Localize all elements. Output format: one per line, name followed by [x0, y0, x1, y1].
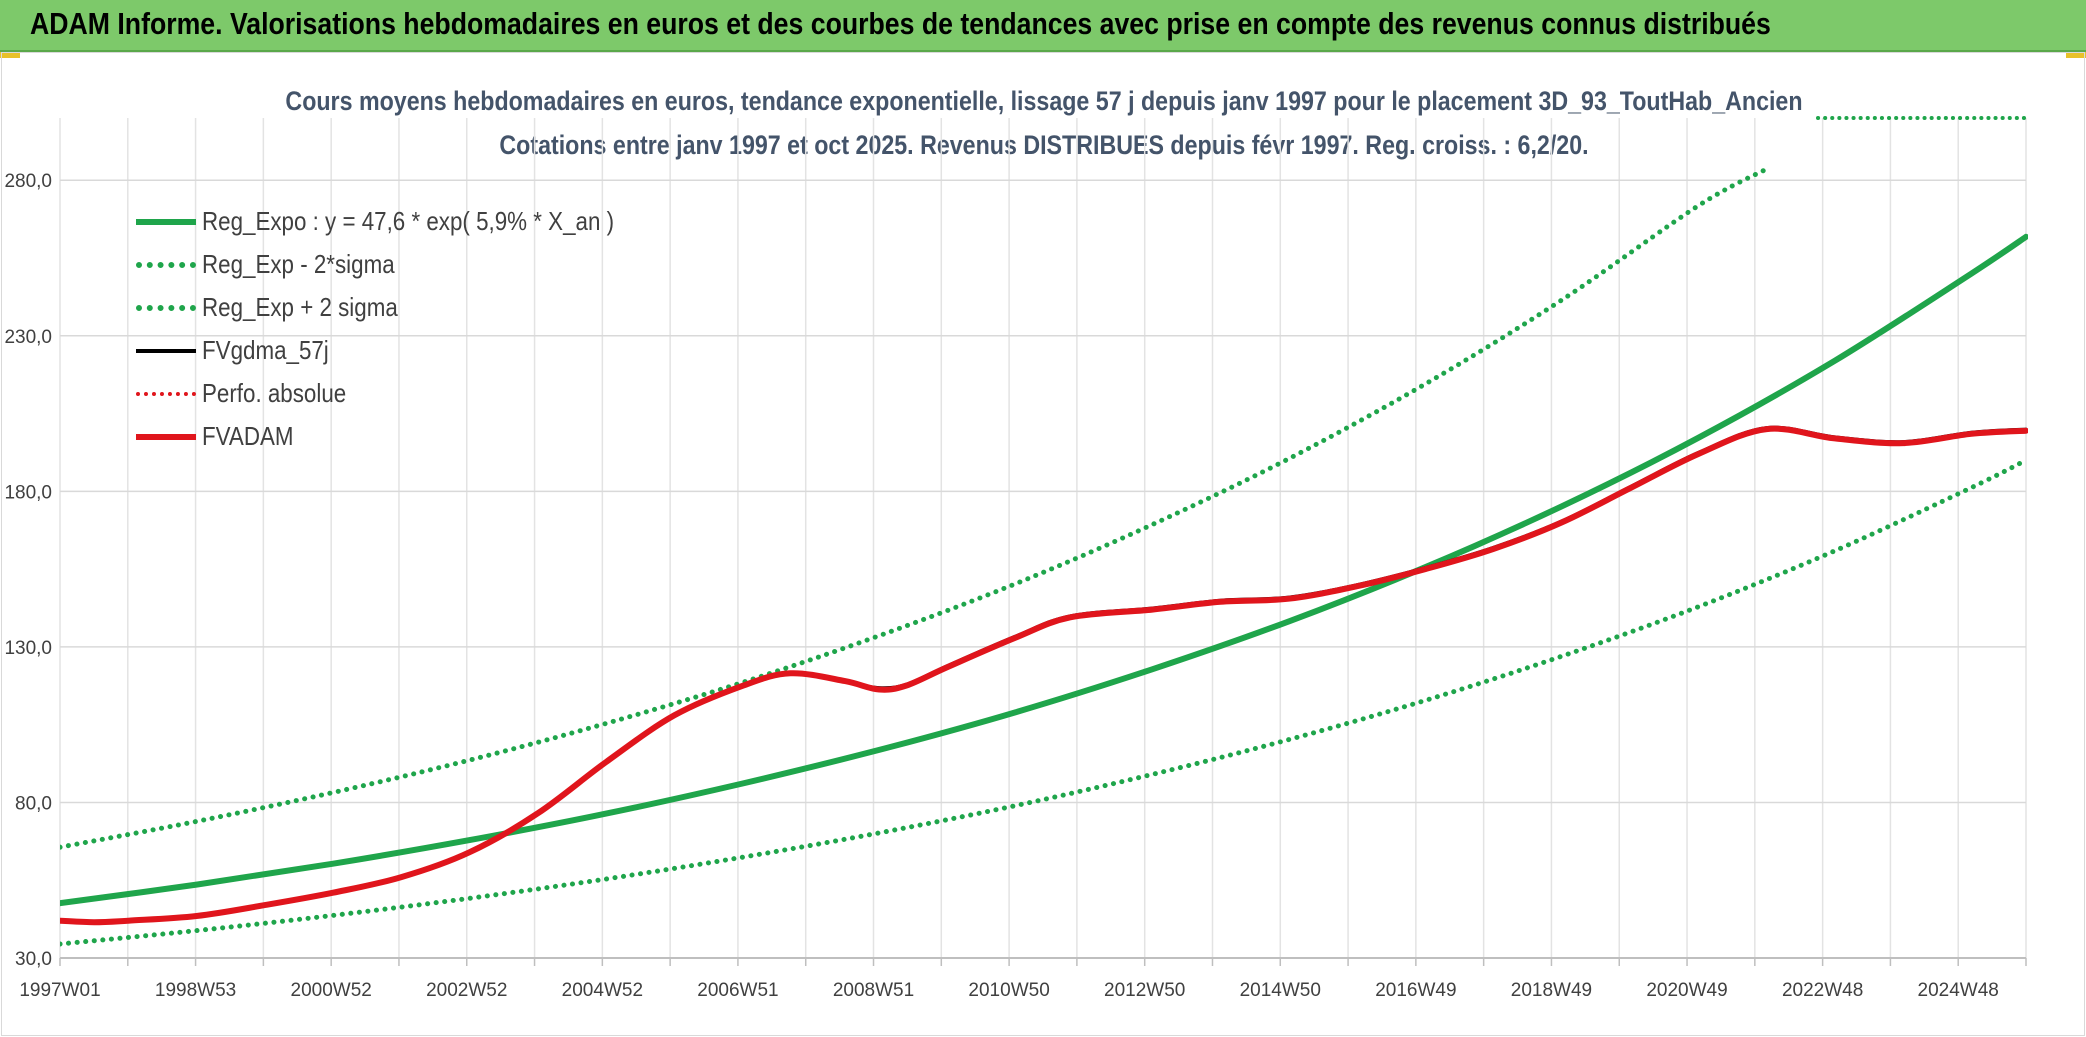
legend-swatch	[136, 348, 196, 353]
corner-marker-left	[0, 52, 20, 58]
legend-swatch	[136, 391, 196, 396]
report-banner: ADAM Informe. Valorisations hebdomadaire…	[0, 0, 2086, 52]
x-tick-label: 2004W52	[562, 980, 643, 1001]
y-tick-label: 180,0	[4, 482, 52, 503]
x-tick-label: 2016W49	[1375, 980, 1456, 1001]
x-tick-label: 2000W52	[291, 980, 372, 1001]
x-tick-label: 2002W52	[426, 980, 507, 1001]
legend-swatch	[136, 304, 196, 311]
series-line-fvgdma-57j	[850, 425, 2028, 690]
x-tick-label: 2012W50	[1104, 980, 1185, 1001]
legend-item: Reg_Exp - 2*sigma	[136, 243, 681, 286]
x-tick-label: 2008W51	[833, 980, 914, 1001]
legend-item: FVADAM	[136, 415, 681, 458]
legend-label: FVADAM	[202, 421, 294, 451]
chart-legend: Reg_Expo : y = 47,6 * exp( 5,9% * X_an )…	[136, 200, 681, 458]
legend-label: FVgdma_57j	[202, 335, 329, 365]
series-line-reg-exp-2-sigma	[60, 166, 1770, 850]
legend-label: Reg_Exp - 2*sigma	[202, 249, 395, 279]
x-tick-label: 2024W48	[1918, 980, 1999, 1001]
x-tick-label: 2020W49	[1646, 980, 1727, 1001]
y-tick-label: 80,0	[15, 793, 52, 814]
legend-swatch	[136, 261, 196, 268]
x-tick-label: 2022W48	[1782, 980, 1863, 1001]
y-tick-label: 230,0	[4, 327, 52, 348]
y-tick-label: 30,0	[15, 949, 52, 970]
legend-label: Perfo. absolue	[202, 378, 347, 408]
y-tick-label: 130,0	[4, 638, 52, 659]
y-tick-label: 280,0	[4, 171, 52, 192]
x-tick-label: 1998W53	[155, 980, 236, 1001]
chart-subtitle: Cotations entre janv 1997 et oct 2025. R…	[499, 130, 1589, 160]
series-line-reg-expo-y-47-6-exp-5-9-x-an	[60, 233, 2028, 907]
corner-marker-right	[2066, 52, 2086, 58]
legend-item: Reg_Exp + 2 sigma	[136, 286, 681, 329]
legend-label: Reg_Expo : y = 47,6 * exp( 5,9% * X_an )	[202, 206, 615, 236]
x-tick-label: 1997W01	[19, 980, 100, 1001]
legend-item: FVgdma_57j	[136, 329, 681, 372]
x-tick-label: 2014W50	[1240, 980, 1321, 1001]
chart-area	[1, 52, 2085, 1036]
legend-label: Reg_Exp + 2 sigma	[202, 292, 398, 322]
legend-swatch	[136, 433, 196, 440]
legend-item: Reg_Expo : y = 47,6 * exp( 5,9% * X_an )	[136, 200, 681, 243]
legend-item: Perfo. absolue	[136, 372, 681, 415]
series-line-reg-exp-2-sigma	[60, 457, 2028, 947]
chart-title: Cours moyens hebdomadaires en euros, ten…	[285, 86, 1803, 116]
x-tick-label: 2018W49	[1511, 980, 1592, 1001]
series-line-fvadam	[60, 425, 2028, 926]
x-tick-label: 2006W51	[697, 980, 778, 1001]
report-title: ADAM Informe. Valorisations hebdomadaire…	[30, 6, 1771, 41]
x-tick-label: 2010W50	[968, 980, 1049, 1001]
legend-swatch	[136, 218, 196, 225]
